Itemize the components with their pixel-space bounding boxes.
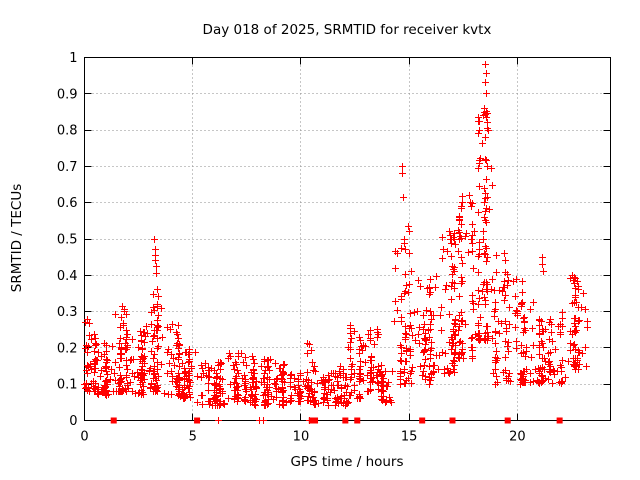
zero-flag-marker xyxy=(308,417,315,424)
chart-title: Day 018 of 2025, SRMTID for receiver kvt… xyxy=(202,22,492,38)
grid-lines xyxy=(84,57,611,421)
x-tick-label: 5 xyxy=(189,430,197,445)
zero-flag-marker xyxy=(419,417,426,424)
y-tick-label: 0.3 xyxy=(57,305,78,320)
y-tick-label: 1 xyxy=(69,51,77,66)
x-tick-label: 10 xyxy=(293,430,310,445)
y-axis-label: SRMTID / TECUs xyxy=(9,183,25,293)
y-tick-label: 0.6 xyxy=(57,196,78,211)
x-tick-label: 15 xyxy=(401,430,418,445)
x-tick-label: 20 xyxy=(509,430,526,445)
zero-flag-marker xyxy=(110,417,117,424)
axis-frame xyxy=(84,57,611,421)
zero-flag-marker xyxy=(354,417,361,424)
y-tick-label: 0.4 xyxy=(57,269,78,284)
zero-flag-marker xyxy=(194,417,201,424)
zero-flag-marker xyxy=(504,417,511,424)
x-tick-label: 0 xyxy=(80,430,88,445)
zero-flag-marker xyxy=(312,417,319,424)
y-tick-label: 0.9 xyxy=(57,87,78,102)
zero-flag-marker xyxy=(342,417,349,424)
y-tick-label: 0.8 xyxy=(57,124,78,139)
zero-flag-marker xyxy=(556,417,563,424)
y-tick-label: 0.5 xyxy=(57,233,78,248)
y-tick-label: 0.1 xyxy=(57,378,78,393)
scatter-points xyxy=(81,61,591,424)
y-tick-label: 0.7 xyxy=(57,160,78,175)
y-tick-label: 0 xyxy=(69,414,77,429)
zero-flag-marker xyxy=(449,417,456,424)
x-axis-label: GPS time / hours xyxy=(290,454,404,470)
y-tick-label: 0.2 xyxy=(57,341,78,356)
